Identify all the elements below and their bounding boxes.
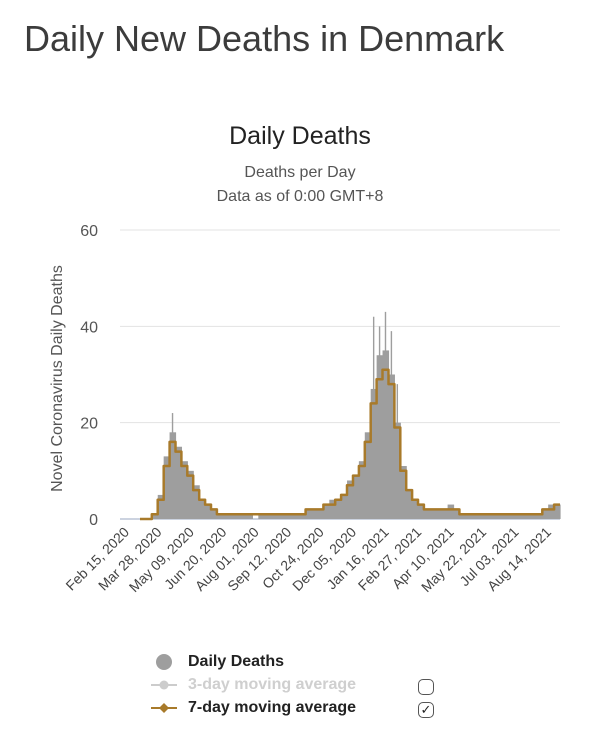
daily-deaths-bar [518, 514, 526, 519]
daily-deaths-bar [323, 504, 330, 519]
daily-deaths-bar [465, 514, 472, 519]
daily-deaths-bar [512, 514, 520, 519]
daily-deaths-bar [352, 475, 360, 519]
chart-subtitle-date: Data as of 0:00 GMT+8 [216, 188, 384, 205]
daily-deaths-bar [181, 461, 188, 519]
daily-deaths-bar [548, 504, 555, 519]
daily-deaths-bar [276, 514, 283, 519]
daily-deaths-bar [299, 514, 307, 519]
chart-title: Daily Deaths [229, 122, 371, 150]
y-axis-title: Novel Coronavirus Daily Deaths [49, 265, 66, 492]
daily-deaths-bar [305, 509, 313, 519]
daily-deaths-bar [418, 504, 425, 519]
daily-deaths-bar [453, 509, 461, 519]
daily-deaths-bar [506, 514, 514, 519]
chart-subtitle: Deaths per Day [244, 164, 356, 181]
daily-deaths-bar [187, 470, 194, 519]
daily-deaths-bar [293, 514, 301, 519]
daily-deaths-bar [459, 514, 466, 519]
daily-deaths-bar [287, 514, 295, 519]
daily-deaths-bar [423, 509, 431, 519]
daily-deaths-bars [151, 350, 561, 519]
daily-deaths-bar [240, 514, 248, 519]
legend-line-marker-icon [151, 703, 177, 713]
daily-deaths-bar [542, 509, 549, 519]
legend-3day[interactable]: 3-day moving average [150, 674, 356, 696]
daily-deaths-bar [447, 504, 455, 519]
y-tick-label: 0 [89, 512, 98, 529]
daily-deaths-bar [429, 509, 437, 519]
legend-circle-icon [156, 654, 172, 670]
daily-deaths-bar [234, 514, 242, 519]
daily-deaths-bar [311, 509, 319, 519]
daily-deaths-bar [341, 494, 348, 519]
daily-deaths-bar [347, 480, 354, 519]
daily-deaths-bar [216, 514, 224, 519]
daily-deaths-bar [483, 514, 490, 519]
daily-deaths-bar [554, 504, 561, 519]
y-tick-label: 20 [80, 416, 98, 433]
daily-deaths-bar [471, 514, 478, 519]
daily-deaths-bar [210, 509, 218, 519]
legend-label: 7-day moving average [188, 699, 357, 716]
seven-day-average-line [140, 368, 560, 521]
toggle-3day-checkbox[interactable] [418, 679, 434, 695]
toggle-7day-checkbox[interactable]: ✓ [418, 702, 434, 718]
daily-deaths-bar [281, 514, 289, 519]
daily-deaths-bar [536, 514, 543, 519]
legend-7day[interactable]: 7-day moving average [150, 697, 356, 719]
daily-deaths-bar [175, 446, 183, 519]
daily-deaths-bar [270, 514, 277, 519]
daily-deaths-bar [264, 514, 271, 519]
legend-line-marker-icon [151, 680, 177, 690]
daily-deaths-bar [151, 514, 159, 519]
daily-deaths-bar [494, 514, 502, 519]
daily-deaths-bar [193, 485, 200, 519]
daily-deaths-bar [530, 514, 537, 519]
daily-deaths-bar [228, 514, 236, 519]
daily-deaths-bar [477, 514, 484, 519]
daily-deaths-bar [205, 504, 212, 519]
daily-deaths-bar [358, 461, 366, 519]
page-title: Daily New Deaths in Denmark [24, 18, 505, 59]
daily-deaths-bar [412, 499, 419, 519]
daily-deaths-bar [157, 494, 165, 519]
legend-label: 3-day moving average [188, 676, 357, 693]
daily-deaths-bar [364, 432, 372, 519]
legend-daily-deaths[interactable]: Daily Deaths [150, 651, 284, 673]
daily-deaths-bar [489, 514, 496, 519]
daily-deaths-bar [317, 509, 324, 519]
daily-deaths-bar [435, 509, 443, 519]
daily-deaths-bar [335, 499, 342, 519]
daily-deaths-bar [406, 490, 413, 519]
daily-deaths-bar [441, 509, 449, 519]
daily-deaths-bar [500, 514, 508, 519]
daily-deaths-bar [400, 466, 407, 519]
daily-deaths-bar [222, 514, 230, 519]
y-tick-label: 60 [80, 223, 98, 240]
daily-deaths-bar [246, 514, 253, 519]
daily-deaths-bar [163, 456, 171, 519]
daily-deaths-bar [199, 499, 206, 519]
daily-deaths-bar [258, 514, 265, 519]
y-tick-label: 40 [80, 319, 98, 336]
daily-deaths-bar [329, 499, 336, 519]
legend-label: Daily Deaths [188, 653, 285, 670]
daily-deaths-bar [524, 514, 532, 519]
